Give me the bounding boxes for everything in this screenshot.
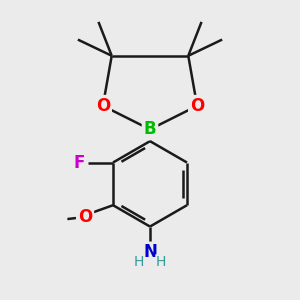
Text: O: O — [190, 97, 204, 115]
Text: F: F — [74, 154, 85, 172]
Text: H: H — [134, 255, 144, 269]
Text: H: H — [156, 255, 166, 269]
Text: O: O — [78, 208, 92, 226]
Text: O: O — [96, 97, 110, 115]
Text: N: N — [143, 243, 157, 261]
Text: B: B — [144, 120, 156, 138]
